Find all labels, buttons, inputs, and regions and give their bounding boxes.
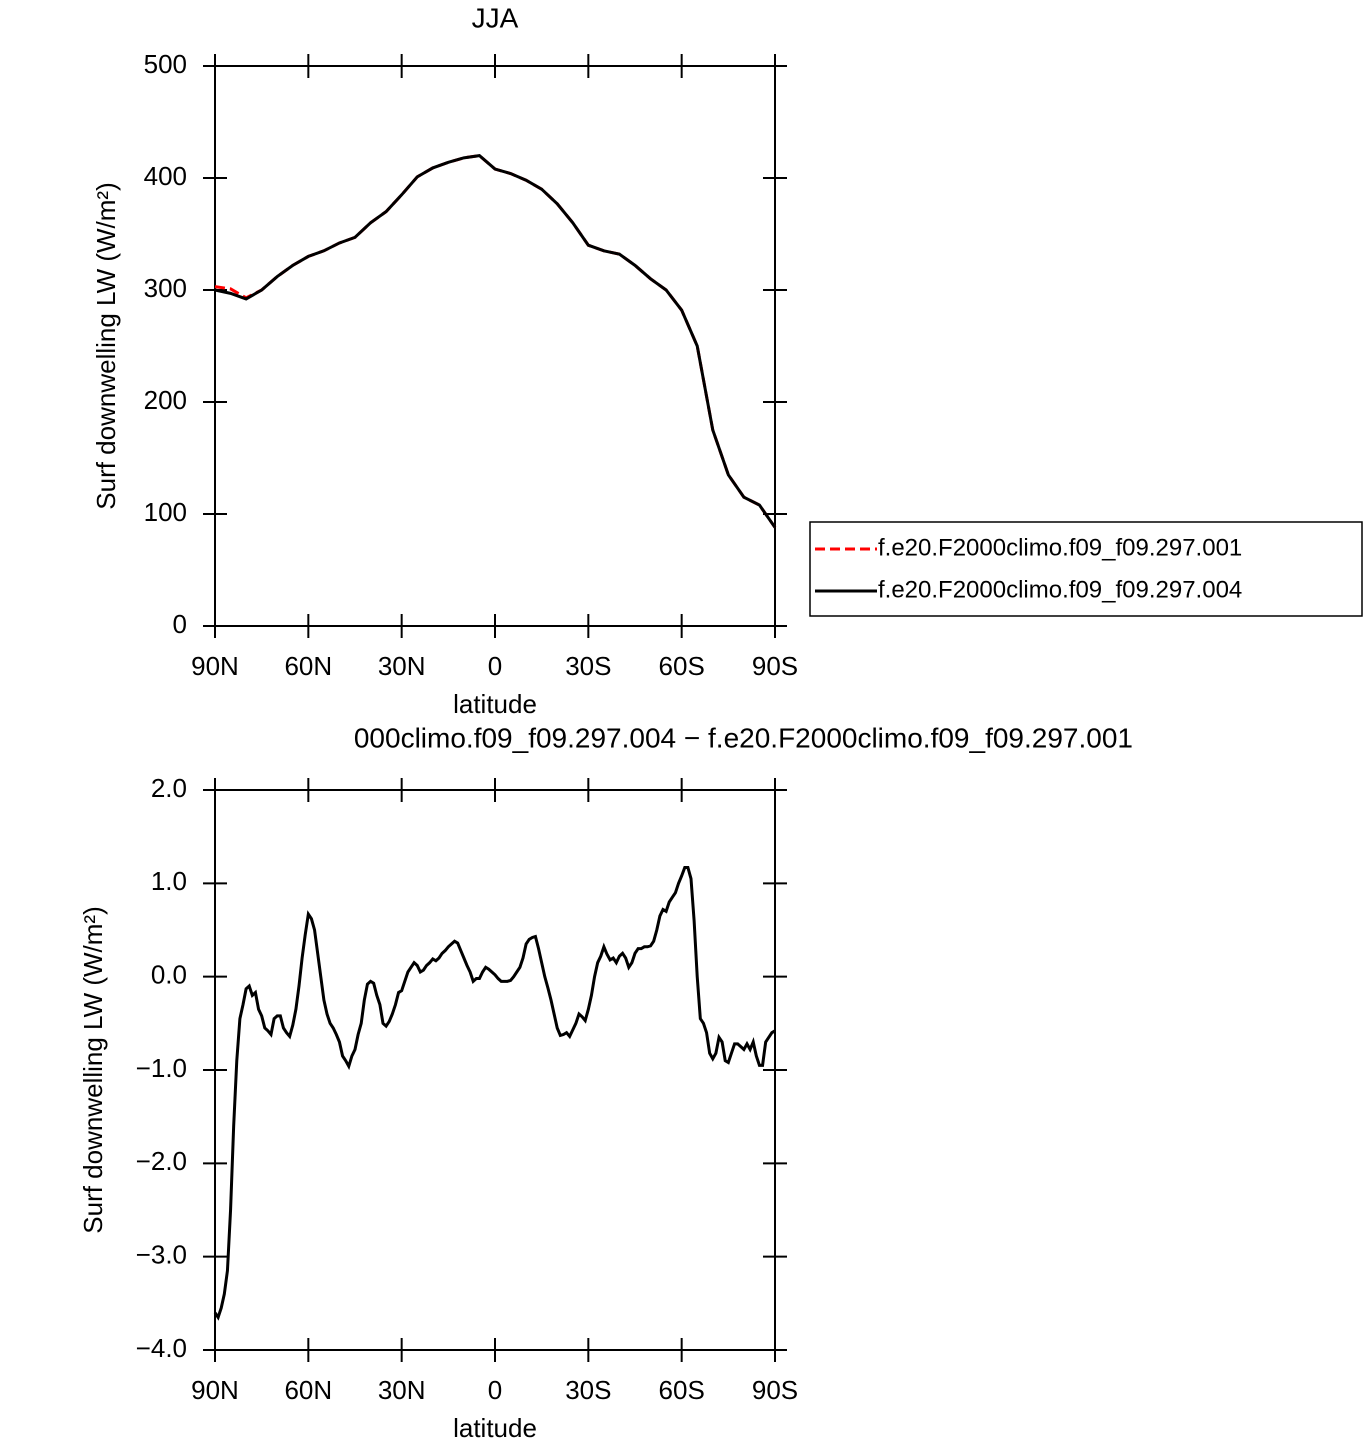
legend-label: f.e20.F2000climo.f09_f09.297.004 xyxy=(878,576,1242,603)
x-tick-label: 90S xyxy=(752,1375,798,1405)
data-line xyxy=(214,154,777,529)
y-tick-label: 0 xyxy=(173,609,187,639)
legend-box xyxy=(809,521,1363,617)
y-tick-label: 100 xyxy=(144,497,187,527)
y-tick-label: 500 xyxy=(144,49,187,79)
x-tick-label: 30N xyxy=(378,651,426,681)
plot-frame xyxy=(214,65,776,627)
x-tick-label: 60S xyxy=(659,1375,705,1405)
y-tick-label: 300 xyxy=(144,273,187,303)
x-tick-label: 60N xyxy=(284,651,332,681)
chart-title: 000climo.f09_f09.297.004 − f.e20.F2000cl… xyxy=(354,722,1133,753)
y-tick-label: 1.0 xyxy=(151,866,187,896)
y-axis-label: Surf downwelling LW (W/m²) xyxy=(78,906,108,1233)
x-tick-label: 90N xyxy=(191,651,239,681)
x-axis-label: latitude xyxy=(453,689,537,719)
y-tick-label: 2.0 xyxy=(151,773,187,803)
x-tick-label: 90N xyxy=(191,1375,239,1405)
y-tick-label: 0.0 xyxy=(151,960,187,990)
y-tick-label: −3.0 xyxy=(136,1240,187,1270)
x-tick-label: 60S xyxy=(659,651,705,681)
y-tick-label: −1.0 xyxy=(136,1053,187,1083)
y-tick-label: 400 xyxy=(144,161,187,191)
chart-title: JJA xyxy=(472,2,519,33)
data-line xyxy=(214,154,777,529)
x-axis-label: latitude xyxy=(453,1413,537,1443)
x-tick-label: 90S xyxy=(752,651,798,681)
x-tick-label: 30S xyxy=(565,1375,611,1405)
x-tick-label: 0 xyxy=(488,651,502,681)
x-tick-label: 30S xyxy=(565,651,611,681)
x-tick-label: 0 xyxy=(488,1375,502,1405)
x-tick-label: 60N xyxy=(284,1375,332,1405)
y-tick-label: −2.0 xyxy=(136,1146,187,1176)
y-tick-label: 200 xyxy=(144,385,187,415)
legend-label: f.e20.F2000climo.f09_f09.297.001 xyxy=(878,534,1242,561)
y-axis-label: Surf downwelling LW (W/m²) xyxy=(91,182,121,509)
y-tick-label: −4.0 xyxy=(136,1333,187,1363)
data-line xyxy=(213,865,776,1321)
x-tick-label: 30N xyxy=(378,1375,426,1405)
